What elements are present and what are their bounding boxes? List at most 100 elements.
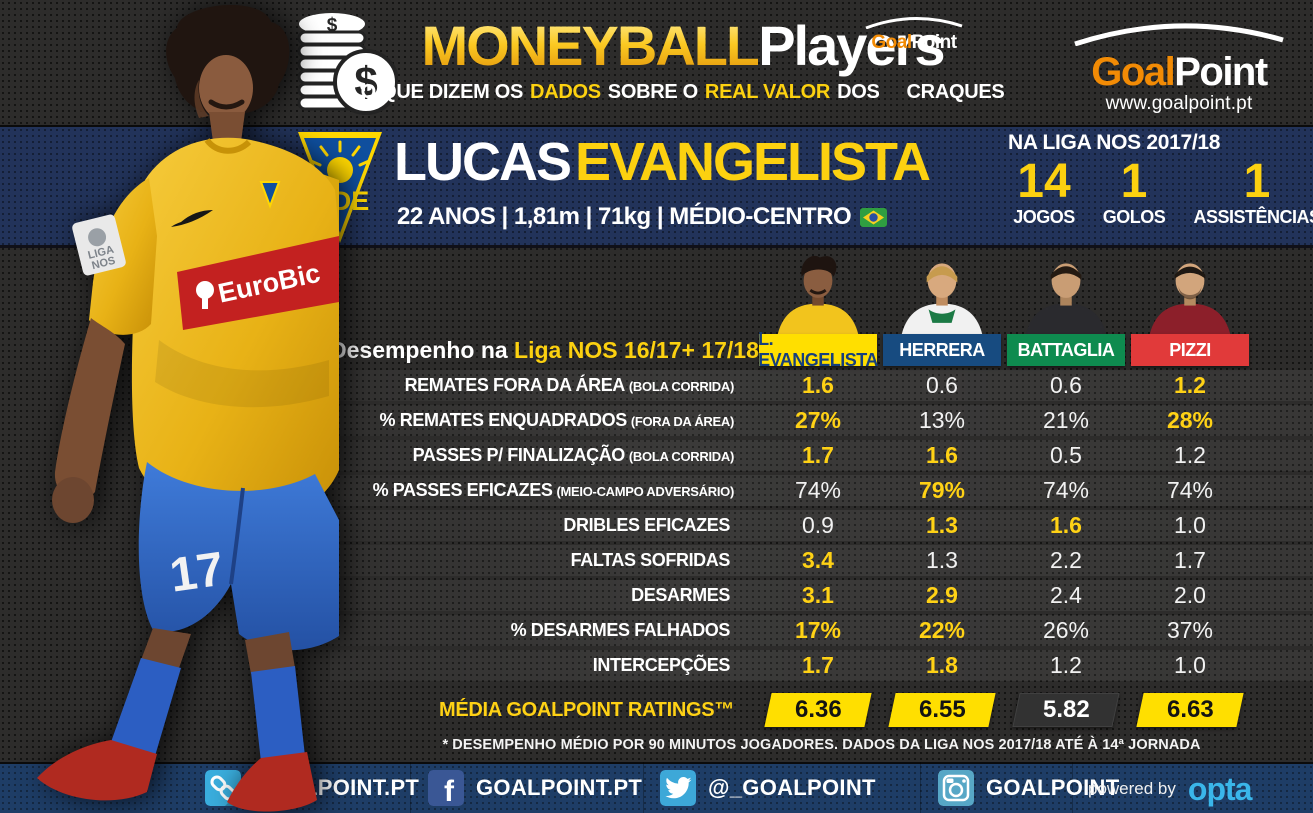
stat-value: 21% xyxy=(1042,407,1090,433)
stat-label: % DESARMES FALHADOS xyxy=(510,620,731,640)
column-header-herrera: HERRERA xyxy=(883,334,1001,366)
mini-logo-goal: Goal xyxy=(871,32,912,53)
subtitle-segment: DOS xyxy=(837,81,880,103)
stat-value: 74% xyxy=(1166,477,1214,503)
stat-value: 2.4 xyxy=(1050,582,1082,608)
footer-facebook-link[interactable]: f GOALPOINT.PT xyxy=(428,770,642,806)
instagram-icon xyxy=(938,770,974,806)
column-header-pizzi: PIZZI xyxy=(1131,334,1249,366)
table-row: DESARMES 3.1 2.9 2.4 2.0 xyxy=(330,580,1313,611)
stat-value: 1.0 xyxy=(1174,512,1206,538)
stat-label: PASSES P/ FINALIZAÇÃO xyxy=(412,445,626,465)
player-details-text: 22 ANOS | 1,81m | 71kg | MÉDIO-CENTRO xyxy=(397,203,852,230)
stat-value: 1.3 xyxy=(926,512,958,538)
footer-twitter-label: @_GOALPOINT xyxy=(708,775,876,800)
rating-badge-evangelista: 6.36 xyxy=(764,693,872,727)
stat-value: 1.6 xyxy=(802,372,834,398)
column-header-battaglia: BATTAGLIA xyxy=(1007,334,1125,366)
footnote: * DESEMPENHO MÉDIO POR 90 MINUTOS JOGADO… xyxy=(442,737,1201,753)
avatar-herrera xyxy=(880,254,1004,335)
sponsor-band xyxy=(177,236,339,330)
brand-url[interactable]: www.goalpoint.pt xyxy=(1105,93,1253,114)
stat-label: REMATES FORA DA ÁREA xyxy=(404,375,626,395)
opta-logo: opta xyxy=(1187,771,1253,807)
right-sock xyxy=(251,666,305,762)
footer-instagram-label: GOALPOINT xyxy=(986,775,1120,800)
stat-value: 1.8 xyxy=(926,652,958,678)
comparison-avatars xyxy=(330,254,1313,335)
table-row: DRIBLES EFICAZES 0.9 1.3 1.6 1.0 xyxy=(330,510,1313,541)
nike-swoosh-icon xyxy=(171,210,213,227)
player-last-name: EVANGELISTA xyxy=(575,132,931,192)
footer-facebook-label: GOALPOINT.PT xyxy=(476,775,643,800)
stat-value: 3.1 xyxy=(802,582,834,608)
stat-value: 2.9 xyxy=(926,582,958,608)
stat-value: 17% xyxy=(794,617,842,643)
rating-label: MÉDIA GOALPOINT RATINGS™ xyxy=(438,698,734,721)
player-details: 22 ANOS | 1,81m | 71kg | MÉDIO-CENTRO xyxy=(397,203,888,231)
footer-divider xyxy=(1072,762,1073,813)
right-boot xyxy=(227,752,317,812)
stat-value: 1.2 xyxy=(1174,442,1206,468)
brand-arc-icon xyxy=(1074,23,1284,47)
table-title-plain: Desempenho na xyxy=(330,336,508,363)
jersey-number: 17 xyxy=(167,543,227,603)
stats-table: REMATES FORA DA ÁREA (BOLA CORRIDA) 1.6 0… xyxy=(330,370,1313,685)
table-row: REMATES FORA DA ÁREA (BOLA CORRIDA) 1.6 0… xyxy=(330,370,1313,401)
svg-text:NOS: NOS xyxy=(91,255,117,272)
stat-value: 1.7 xyxy=(802,652,834,678)
stat-label: DESARMES xyxy=(631,585,730,605)
player-first-name: LUCAS xyxy=(394,132,572,192)
season-stat-value: 14 xyxy=(1017,155,1071,208)
table-header: Desempenho na Liga NOS 16/17+ 17/18* L. … xyxy=(330,329,1313,370)
stat-label: % PASSES EFICAZES xyxy=(372,480,553,500)
stat-label: DRIBLES EFICAZES xyxy=(563,515,730,535)
svg-text:$: $ xyxy=(327,15,338,36)
liga-nos-patch: LIGA NOS xyxy=(72,214,126,276)
brand-point: Point xyxy=(1174,50,1268,94)
mini-arc-icon xyxy=(865,17,963,30)
column-header-evangelista: L. EVANGELISTA xyxy=(758,329,878,370)
stat-value: 27% xyxy=(794,407,842,433)
season-stat-value: 1 xyxy=(1120,155,1148,208)
face xyxy=(199,55,253,121)
stat-value: 3.4 xyxy=(802,547,834,573)
footer-instagram-link[interactable]: GOALPOINT xyxy=(938,770,1119,806)
stat-value: 1.6 xyxy=(926,442,958,468)
footer-twitter-link[interactable]: @_GOALPOINT xyxy=(660,770,876,806)
subtitle-segment-accent: REAL VALOR xyxy=(704,81,831,103)
player-name: LUCASEVANGELISTA xyxy=(394,131,931,193)
avatar-battaglia xyxy=(1004,254,1128,335)
powered-by-text: powered by xyxy=(1088,779,1176,798)
shorts xyxy=(138,462,339,651)
powered-by-opta: powered by opta xyxy=(1088,771,1253,807)
player-photo: EuroBic LIGA NOS 17 xyxy=(37,5,339,812)
stat-label: INTERCEPÇÕES xyxy=(592,655,731,675)
jersey xyxy=(131,137,339,523)
stat-value: 37% xyxy=(1166,617,1214,643)
season-stat-label: JOGOS xyxy=(1013,207,1075,227)
season-stats: NA LIGA NOS 2017/18 14 1 1 JOGOS GOLOS A… xyxy=(1002,131,1313,228)
rating-badge-pizzi: 6.63 xyxy=(1136,693,1244,727)
table-row: FALTAS SOFRIDAS 3.4 1.3 2.2 1.7 xyxy=(330,545,1313,576)
stat-value: 1.2 xyxy=(1050,652,1082,678)
rating-row: MÉDIA GOALPOINT RATINGS™ 6.36 6.55 5.82 … xyxy=(330,691,1313,729)
table-title-accent: Liga NOS 16/17+ 17/18* xyxy=(514,336,768,363)
season-stat-label: GOLOS xyxy=(1102,207,1166,227)
table-row: PASSES P/ FINALIZAÇÃO (BOLA CORRIDA) 1.7 … xyxy=(330,440,1313,471)
stat-value: 74% xyxy=(1042,477,1090,503)
moneyball-title-block: GoalPoint MONEYBALLPlayers O QUE DIZEM O… xyxy=(361,16,1005,104)
page-subtitle: O QUE DIZEM OS DADOS SOBRE O REAL VALOR … xyxy=(361,81,1005,104)
stat-value: 22% xyxy=(918,617,966,643)
subtitle-segment: O QUE DIZEM OS xyxy=(360,81,524,103)
left-sock xyxy=(111,658,181,756)
avatar-evangelista xyxy=(756,254,880,335)
stat-value: 1.7 xyxy=(1174,547,1206,573)
svg-text:f: f xyxy=(444,775,455,806)
subtitle-segment: SOBRE O xyxy=(607,81,698,103)
stat-value: 26% xyxy=(1042,617,1090,643)
jersey-crest xyxy=(259,181,281,209)
stat-label: % REMATES ENQUADRADOS xyxy=(379,410,628,430)
twitter-icon xyxy=(660,770,696,806)
